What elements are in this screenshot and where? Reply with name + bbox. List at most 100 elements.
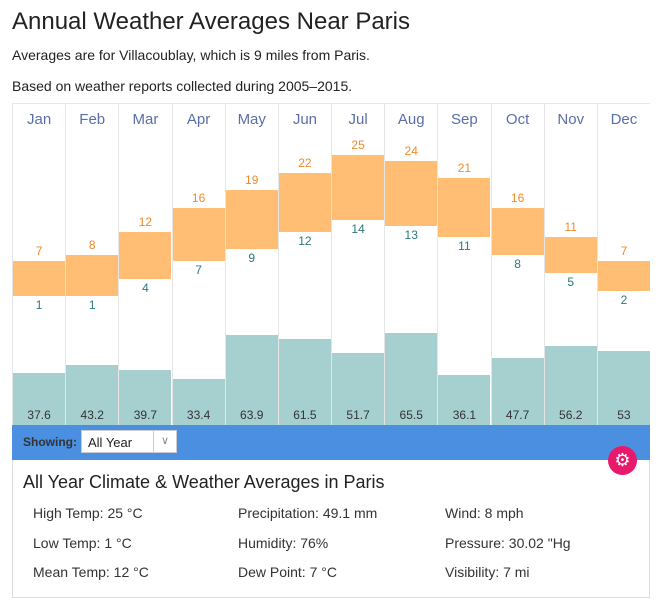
high-temp-label: 25 — [351, 137, 365, 152]
precip-label: 43.2 — [80, 408, 104, 422]
month-column: 63.9 19 9 May — [224, 104, 278, 426]
precip-bar — [491, 358, 544, 426]
high-temp-label: 11 — [564, 220, 577, 235]
precip-bar — [225, 335, 278, 426]
low-temp-label: 5 — [567, 274, 575, 289]
precip-bar — [66, 364, 119, 426]
month-label: Mar — [132, 111, 159, 128]
month-label: Jun — [292, 111, 317, 128]
stat-item: Low Temp: 1 °C — [33, 535, 132, 551]
low-temp-label: 14 — [351, 221, 365, 236]
month-column: 56.2 11 5 Nov — [543, 104, 597, 426]
month-column: 47.7 16 8 Oct — [490, 104, 544, 426]
precip-bar — [13, 372, 66, 426]
stat-item: Pressure: 30.02 "Hg — [445, 535, 571, 551]
low-temp-label: 9 — [248, 251, 256, 266]
precip-bar — [172, 378, 225, 426]
period-select-value: All Year — [88, 435, 133, 450]
temp-range-bar — [278, 172, 331, 232]
precip-bar — [119, 369, 172, 426]
low-temp-label: 2 — [620, 292, 628, 307]
month-label: Apr — [186, 111, 211, 128]
high-temp-label: 16 — [191, 190, 206, 205]
stat-item: High Temp: 25 °C — [33, 505, 143, 521]
stat-item: Precipitation: 49.1 mm — [238, 505, 378, 521]
month-column: 37.6 7 1 Jan — [12, 104, 66, 426]
precip-label: 51.7 — [346, 408, 370, 422]
temp-range-bar — [438, 178, 491, 238]
stat-item: Mean Temp: 12 °C — [33, 564, 149, 580]
high-temp-label: 8 — [88, 238, 96, 253]
low-temp-label: 8 — [514, 257, 521, 272]
temp-range-bar — [385, 160, 438, 226]
filter-bar: Showing: All Year ∨ — [12, 425, 650, 460]
month-column: 36.1 21 11 Sep — [437, 104, 491, 426]
month-column: 65.5 24 13 Aug — [384, 104, 438, 426]
low-temp-label: 7 — [195, 263, 202, 277]
precip-label: 65.5 — [399, 408, 423, 422]
high-temp-label: 19 — [245, 173, 259, 188]
high-temp-label: 21 — [457, 161, 472, 176]
stat-item: Wind: 8 mph — [445, 505, 524, 521]
temp-range-bar — [172, 207, 225, 261]
month-label: May — [237, 111, 266, 128]
precip-bar — [544, 346, 597, 426]
month-label: Nov — [557, 111, 585, 128]
month-column: 61.5 22 12 Jun — [277, 104, 331, 426]
high-temp-label: 24 — [404, 143, 418, 158]
month-label: Dec — [610, 111, 638, 128]
precip-label: 53 — [617, 408, 631, 422]
low-temp-label: 1 — [88, 298, 96, 313]
precip-label: 39.7 — [133, 408, 158, 422]
month-column: 33.4 16 7 Apr — [171, 104, 225, 426]
month-label: Aug — [397, 111, 425, 128]
precip-label: 61.5 — [293, 408, 317, 422]
precip-label: 36.1 — [452, 408, 477, 422]
high-temp-label: 16 — [510, 190, 525, 205]
stat-item: Dew Point: 7 °C — [238, 564, 337, 580]
temp-range-bar — [332, 154, 385, 220]
month-column: 39.7 12 4 Mar — [118, 104, 172, 426]
precip-label: 63.9 — [240, 408, 264, 422]
precip-label: 33.4 — [186, 408, 211, 422]
temp-range-bar — [225, 190, 278, 250]
month-label: Feb — [79, 111, 106, 128]
precip-label: 56.2 — [559, 408, 583, 422]
gear-icon[interactable]: ⚙ — [608, 446, 637, 475]
page-title: Annual Weather Averages Near Paris — [12, 8, 411, 35]
weather-chart: 37.6 7 1 Jan 43.2 8 1 Feb 39.7 12 4 Mar 33.4 16 7 Apr 63… — [12, 103, 650, 426]
temp-range-bar — [66, 255, 119, 297]
subtitle-location: Averages are for Villacoublay, which is … — [12, 47, 370, 63]
month-column: 51.7 25 14 Jul — [331, 104, 385, 426]
month-column: 53 7 2 Dec — [596, 104, 650, 426]
low-temp-label: 1 — [35, 298, 43, 313]
month-label: Jul — [348, 111, 368, 128]
stat-item: Humidity: 76% — [238, 535, 329, 551]
temp-range-bar — [597, 261, 650, 291]
temp-range-bar — [544, 237, 597, 273]
low-temp-label: 4 — [142, 280, 149, 295]
month-label: Jan — [26, 111, 52, 128]
temp-range-bar — [13, 261, 66, 297]
high-temp-label: 12 — [138, 214, 153, 229]
low-temp-label: 12 — [298, 233, 312, 248]
precip-bar — [278, 338, 331, 426]
precip-bar — [597, 350, 650, 426]
showing-label: Showing: — [23, 435, 77, 449]
temp-range-bar — [119, 231, 172, 279]
temp-range-bar — [491, 207, 544, 256]
period-select[interactable]: All Year ∨ — [81, 430, 177, 453]
stat-item: Visibility: 7 mi — [445, 564, 530, 580]
precip-bar — [438, 374, 491, 426]
high-temp-label: 7 — [620, 244, 628, 258]
month-label: Sep — [451, 111, 478, 128]
precip-bar — [332, 352, 385, 426]
chevron-down-icon: ∨ — [153, 431, 176, 452]
month-label: Oct — [505, 111, 530, 128]
summary-title: All Year Climate & Weather Averages in P… — [23, 472, 385, 492]
summary-panel: All Year Climate & Weather Averages in P… — [12, 460, 650, 598]
low-temp-label: 11 — [458, 239, 471, 254]
subtitle-period: Based on weather reports collected durin… — [12, 78, 353, 94]
high-temp-label: 22 — [298, 155, 312, 170]
month-column: 43.2 8 1 Feb — [65, 104, 119, 426]
